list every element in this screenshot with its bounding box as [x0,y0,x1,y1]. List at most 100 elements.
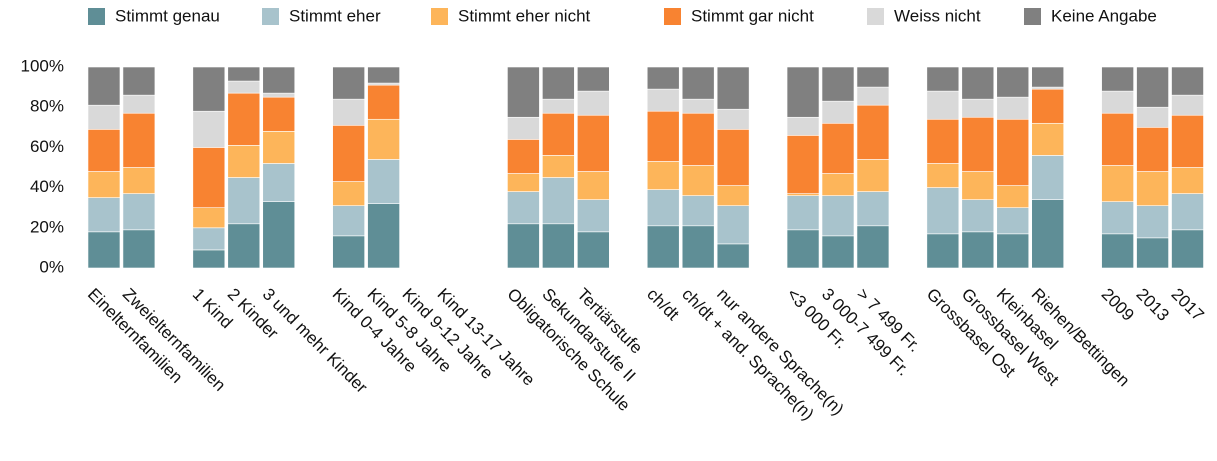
bar-segment [332,205,365,237]
bar-segment [1101,165,1134,202]
bar-segment [856,66,890,88]
bar-segment [821,235,855,269]
bar-segment [716,243,750,269]
y-tick-label: 80% [30,97,64,116]
bar-segment [192,207,226,229]
legend-swatch [262,8,279,25]
bar-segment [577,90,610,116]
bar-segment [1031,199,1065,269]
bar-segment [227,223,261,269]
bar-segment [716,185,750,206]
x-tick-label: 2017 [1168,285,1208,325]
bar-segment [332,98,365,126]
bar-segment [926,118,960,164]
legend-label: Stimmt eher [289,6,381,25]
bar-segment [367,118,400,160]
bar-segment [577,66,610,92]
legend-swatch [88,8,105,25]
bar-segment [1101,66,1134,92]
bar-segment [786,229,820,269]
bar-segment [716,66,750,110]
legend-label: Weiss nicht [894,6,981,25]
bar-segment [262,96,296,132]
bar-segment [786,195,820,231]
bar-segment [1031,66,1065,88]
bar-segment [821,66,855,102]
bar-segment [262,163,296,202]
bar-segment [1031,122,1065,156]
bar-segment [926,66,960,92]
bar-segment [1101,90,1134,114]
bar-segment [262,66,296,94]
bar-segment [646,66,680,90]
bar-segment [1171,229,1204,269]
bar-segment [926,90,960,120]
bar-segment [996,185,1030,208]
bar-segment [577,171,610,200]
bar-segment [856,225,890,269]
bar-segment [1101,112,1134,166]
bar-segment [1031,86,1065,90]
bar-segment [192,249,226,269]
bar-segment [961,231,995,269]
bar-segment [1171,193,1204,231]
bar-segment [856,191,890,227]
bar-segment [646,189,680,227]
bar-segment [227,80,261,94]
bar-segment [367,159,400,204]
bar-segment [681,195,715,227]
bar-segment [996,233,1030,269]
y-tick-label: 60% [30,137,64,156]
bar-segment [786,135,820,194]
bar-segment [646,161,680,190]
bar-segment [856,86,890,106]
legend-swatch [867,8,884,25]
bar-segment [367,203,400,269]
bar-segment [367,66,400,84]
bar-segment [332,181,365,206]
bar-segment [262,201,296,269]
bar-segment [1136,171,1169,206]
bar-segment [821,173,855,196]
bar-segment [716,205,750,245]
bar-segment [507,223,540,269]
bar-segment [367,82,400,86]
legend-label: Stimmt genau [115,6,220,25]
bar-segment [262,131,296,164]
legend-label: Stimmt gar nicht [691,6,814,25]
bar-segment [681,165,715,196]
bar-segment [507,173,540,192]
bar-segment [192,110,226,148]
bar-segment [87,129,121,172]
bar-segment [1171,167,1204,194]
bar-segment [926,187,960,235]
legend-label: Stimmt eher nicht [458,6,591,25]
y-tick-label: 0% [39,257,64,276]
bar-segment [1136,127,1169,172]
bar-segment [542,66,575,100]
bar-segment [122,229,156,269]
bar-segment [87,104,121,130]
bar-segment [262,92,296,98]
bar-segment [821,100,855,124]
bar-segment [786,116,820,136]
bar-segment [192,147,226,208]
bar-segment [961,199,995,233]
bar-segment [716,129,750,186]
bar-segment [507,191,540,225]
legend-swatch [664,8,681,25]
bar-segment [786,193,820,196]
bar-segment [122,66,156,96]
bar-segment [1101,233,1134,269]
bar-segment [786,66,820,118]
bar-segment [681,66,715,100]
bar-segment [1101,201,1134,235]
bar-segment [926,233,960,269]
bar-segment [1171,94,1204,116]
bar-segment [87,231,121,269]
bar-segment [1136,66,1169,108]
bar-segment [122,94,156,114]
bar-segment [542,177,575,225]
x-tick-label: 2013 [1133,285,1173,325]
bar-segment [367,84,400,120]
